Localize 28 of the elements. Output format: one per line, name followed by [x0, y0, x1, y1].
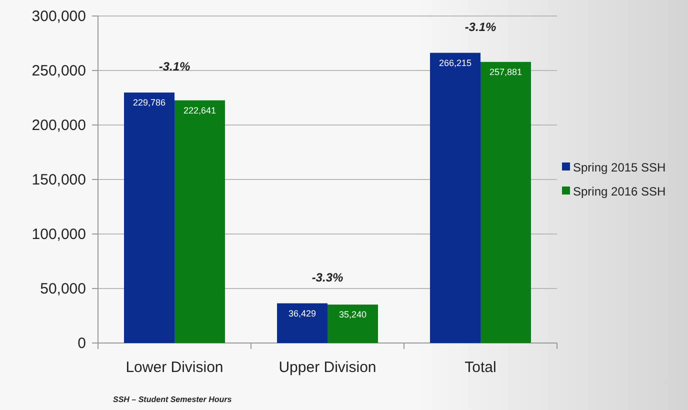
annotation: -3.1% [464, 20, 496, 34]
y-tick-label: 0 [78, 335, 86, 352]
x-tick-label: Total [464, 359, 496, 376]
y-tick-label: 250,000 [32, 62, 86, 80]
bar [124, 92, 174, 343]
legend-label: Spring 2016 SSH [573, 184, 666, 198]
bar [430, 52, 480, 343]
y-tick-label: 300,000 [32, 8, 86, 25]
annotation: -3.1% [158, 60, 190, 74]
y-tick-label: 100,000 [32, 226, 86, 243]
x-tick-label: Lower Division [126, 359, 224, 376]
data-label: 222,641 [183, 105, 216, 116]
y-tick-label: 50,000 [40, 280, 86, 298]
data-label: 229,786 [132, 98, 166, 108]
bar [174, 100, 225, 343]
bar [480, 62, 531, 343]
bar [277, 303, 328, 343]
annotation: -3.3% [312, 270, 344, 284]
bar [328, 304, 378, 343]
data-label: 36,429 [288, 308, 316, 318]
data-label: 257,881 [489, 66, 522, 77]
legend-label: Spring 2015 SSH [573, 160, 666, 174]
data-label: 35,240 [338, 310, 367, 320]
data-label: 266,215 [438, 58, 472, 68]
text: SSH – Student Semester Hours [113, 395, 232, 404]
y-tick-label: 200,000 [32, 117, 86, 134]
y-tick-label: 150,000 [32, 172, 86, 188]
x-tick-label: Upper Division [278, 359, 376, 376]
